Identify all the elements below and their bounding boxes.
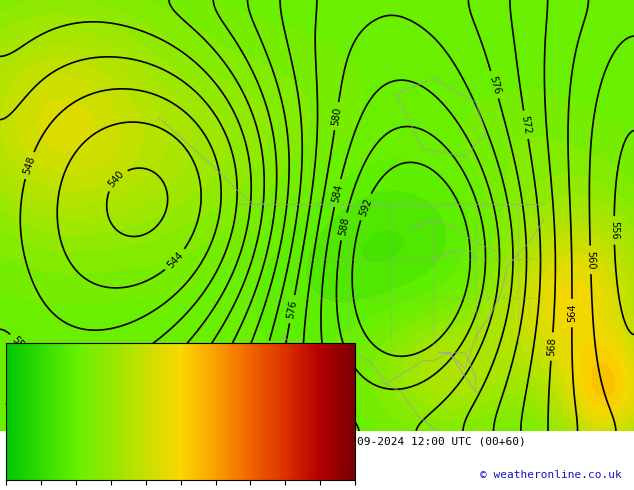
Text: 576: 576: [488, 74, 502, 95]
Text: 548: 548: [22, 155, 37, 176]
Text: 568: 568: [236, 351, 252, 372]
Text: 556: 556: [155, 356, 176, 376]
Text: 560: 560: [585, 250, 596, 270]
Text: 568: 568: [547, 337, 557, 356]
Text: 552: 552: [10, 334, 30, 355]
Text: 556: 556: [609, 221, 619, 240]
Text: 592: 592: [358, 196, 373, 217]
Text: 584: 584: [330, 183, 344, 203]
Text: 572: 572: [258, 344, 273, 365]
Text: 564: 564: [198, 379, 216, 400]
Text: 576: 576: [285, 299, 299, 319]
Text: © weatheronline.co.uk: © weatheronline.co.uk: [479, 470, 621, 480]
Text: 588: 588: [337, 217, 351, 237]
Text: 580: 580: [330, 106, 343, 126]
Text: 556: 556: [2, 397, 23, 414]
Text: 544: 544: [165, 250, 185, 270]
Text: 564: 564: [567, 304, 577, 322]
Text: Height 500 hPa Spread mean+σ [gpdm]  GFS ENS  We 25-09-2024 12:00 UTC (00+60): Height 500 hPa Spread mean+σ [gpdm] GFS …: [6, 437, 526, 447]
Text: 540: 540: [107, 169, 126, 190]
Text: 572: 572: [519, 115, 533, 135]
Text: 560: 560: [173, 374, 192, 395]
